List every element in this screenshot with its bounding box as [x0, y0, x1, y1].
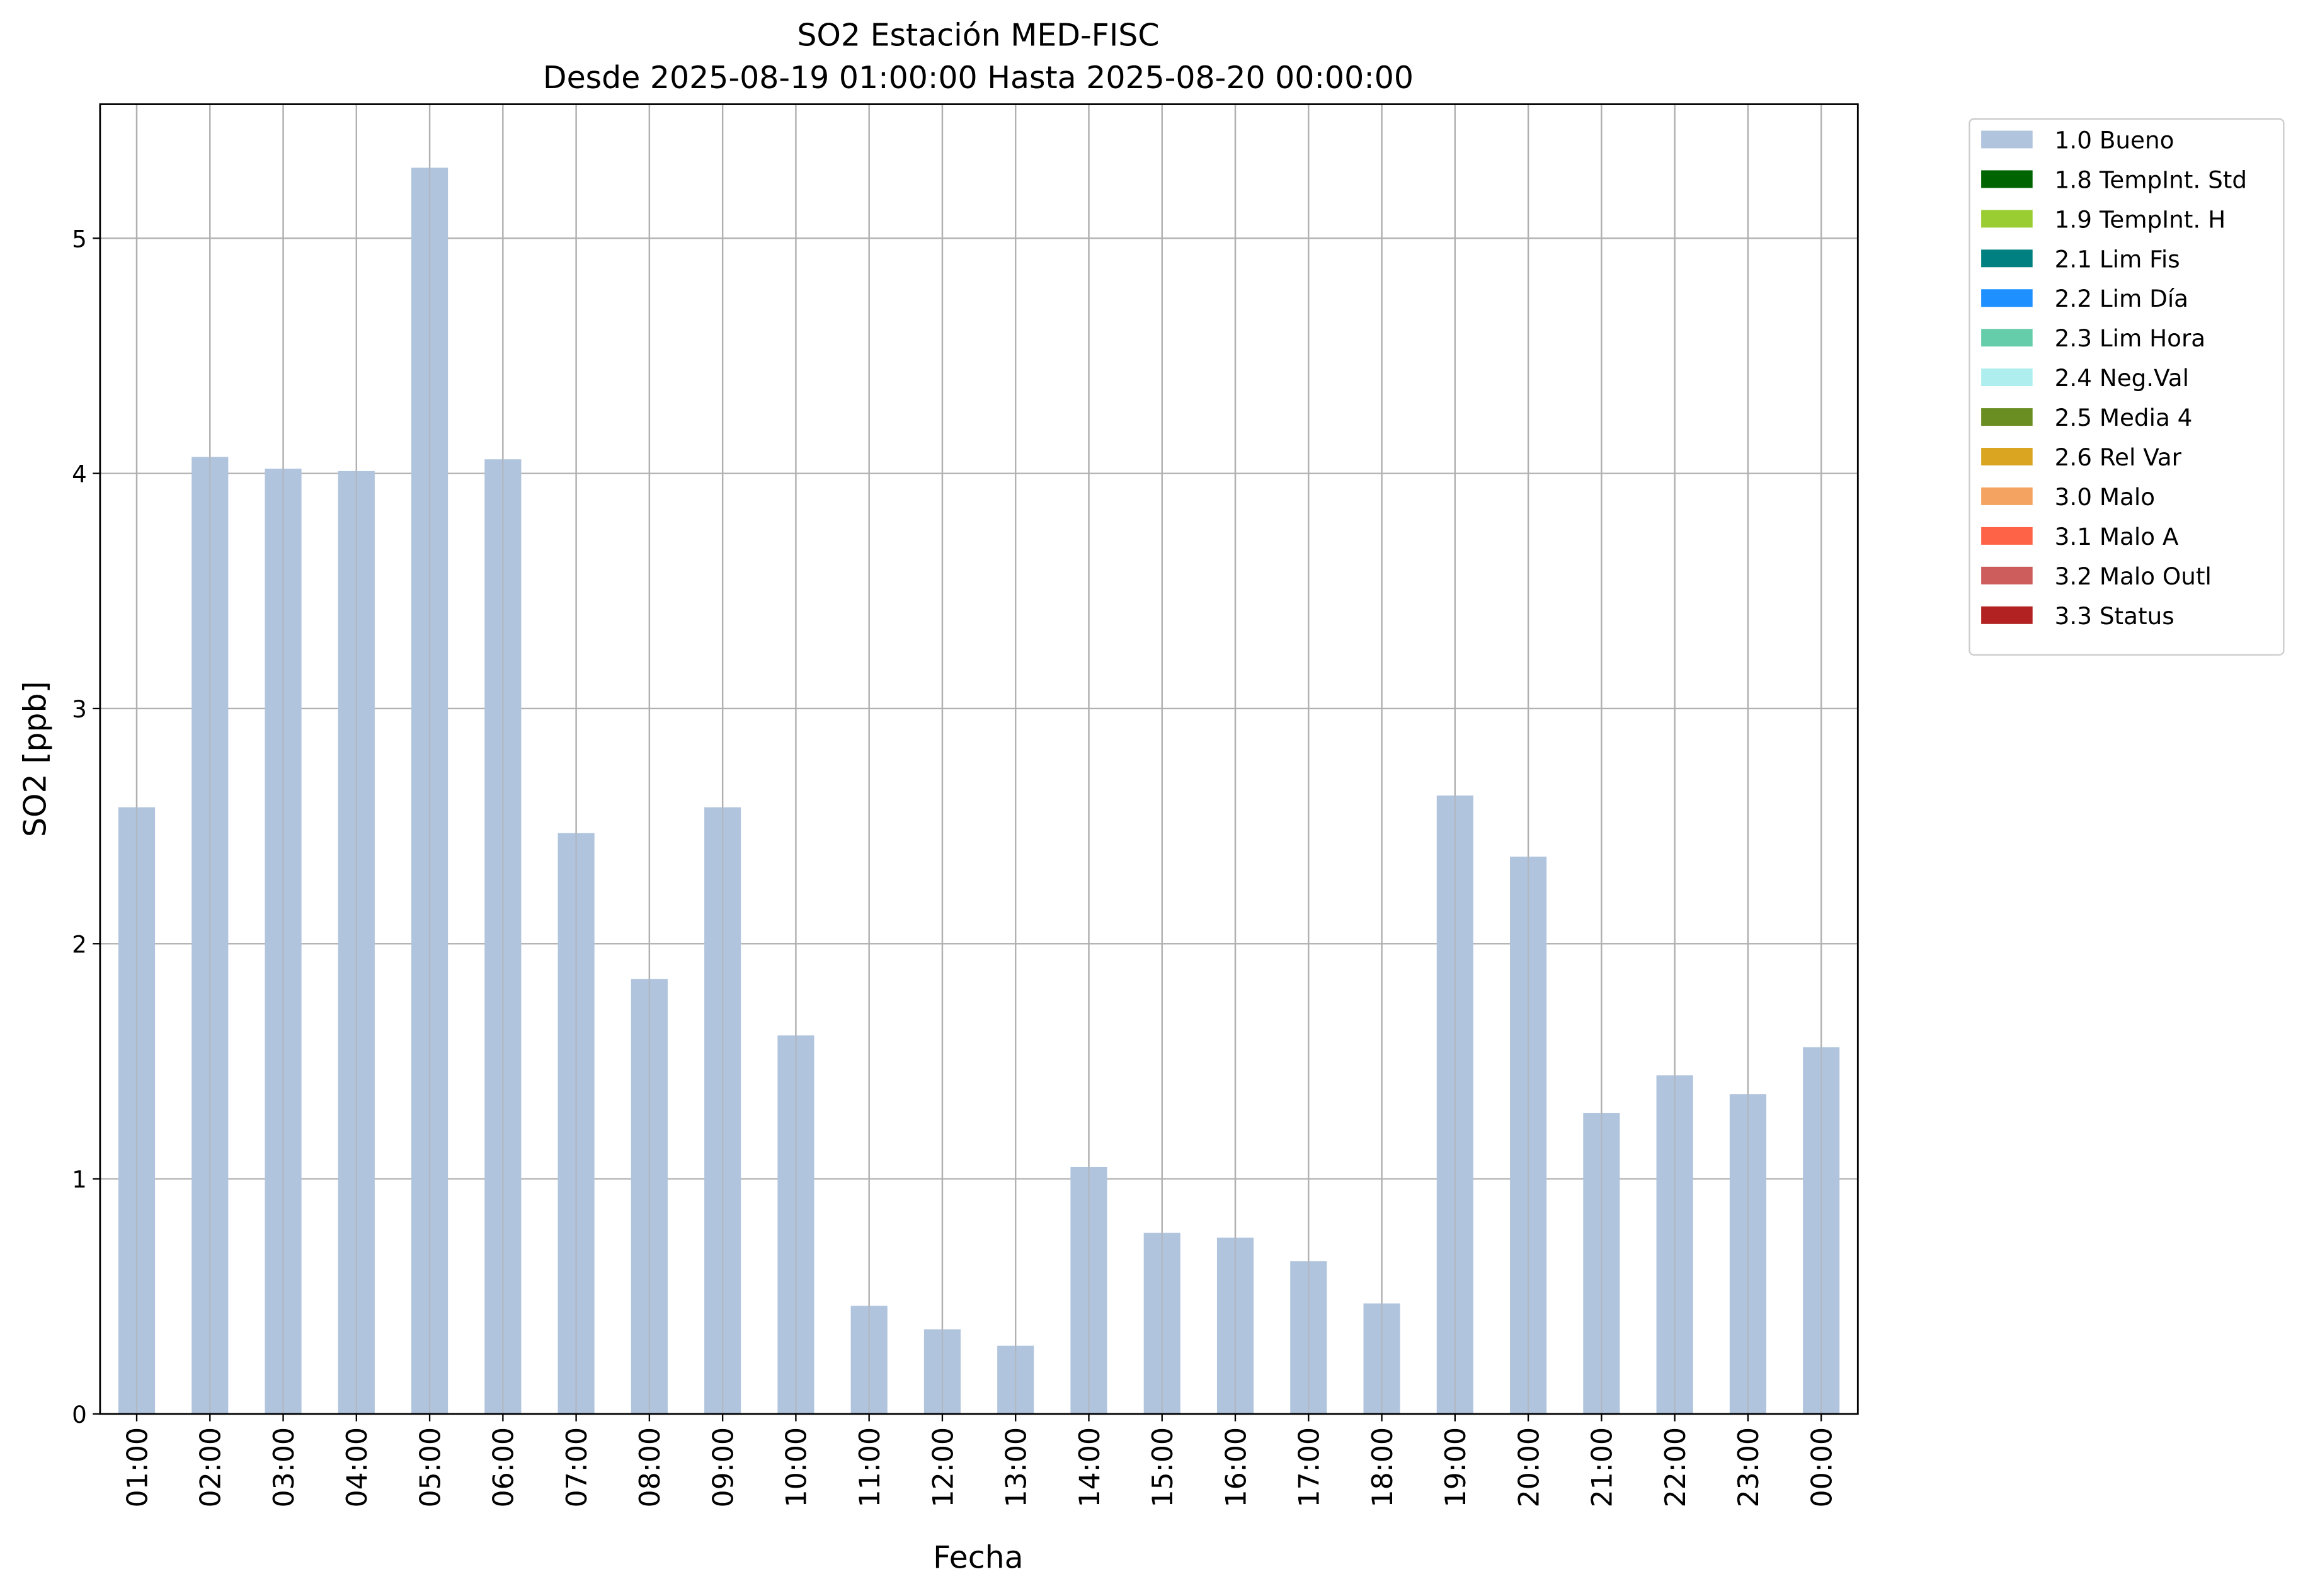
x-tick-label: 06:00 — [488, 1427, 520, 1508]
legend-swatch — [1981, 487, 2033, 505]
legend-label: 2.2 Lim Día — [2055, 285, 2188, 312]
x-tick-label: 15:00 — [1147, 1427, 1179, 1508]
legend-box — [1969, 118, 2285, 656]
legend-label: 3.2 Malo Outl — [2055, 562, 2212, 590]
x-tick-label: 22:00 — [1660, 1427, 1692, 1508]
x-tick-label: 13:00 — [1001, 1427, 1033, 1508]
legend-label: 3.0 Malo — [2055, 483, 2155, 511]
x-tick-label: 00:00 — [1806, 1427, 1838, 1508]
plot-frame — [99, 103, 1859, 1415]
legend-label: 1.8 TempInt. Std — [2055, 166, 2247, 193]
x-tick-label: 18:00 — [1367, 1427, 1399, 1508]
legend-label: 2.3 Lim Hora — [2055, 324, 2205, 352]
legend-swatch — [1981, 210, 2033, 228]
x-tick-label: 19:00 — [1440, 1427, 1472, 1508]
legend-label: 2.1 Lim Fis — [2055, 245, 2180, 273]
x-tick-label: 09:00 — [707, 1427, 740, 1508]
x-tick-label: 20:00 — [1513, 1427, 1545, 1508]
x-tick-label: 04:00 — [341, 1427, 374, 1508]
legend-label: 2.6 Rel Var — [2055, 443, 2182, 471]
x-tick-label: 21:00 — [1587, 1427, 1619, 1508]
x-tick-label: 14:00 — [1074, 1427, 1106, 1508]
x-tick-label: 08:00 — [634, 1427, 666, 1508]
legend-label: 1.0 Bueno — [2055, 126, 2174, 154]
legend-swatch — [1981, 130, 2033, 149]
x-tick-label: 16:00 — [1220, 1427, 1252, 1508]
x-tick-label: 03:00 — [268, 1427, 300, 1508]
x-axis-label: Fecha — [933, 1540, 1024, 1576]
legend-label: 2.5 Media 4 — [2055, 404, 2193, 431]
x-tick-label: 05:00 — [414, 1427, 447, 1508]
legend-swatch — [1981, 408, 2033, 426]
y-tick-label: 3 — [72, 695, 87, 723]
legend-label: 1.9 TempInt. H — [2055, 205, 2226, 233]
legend-swatch — [1981, 368, 2033, 387]
y-tick-label: 5 — [72, 225, 87, 253]
legend-label: 3.3 Status — [2055, 602, 2174, 630]
x-tick-label: 02:00 — [195, 1427, 227, 1508]
x-tick-label: 11:00 — [854, 1427, 886, 1508]
legend-swatch — [1981, 170, 2033, 188]
y-axis-label: SO2 [ppb] — [18, 681, 54, 837]
x-tick-label: 12:00 — [927, 1427, 959, 1508]
legend-swatch — [1981, 566, 2033, 584]
y-tick-label: 0 — [72, 1401, 87, 1428]
y-tick-label: 1 — [72, 1166, 87, 1194]
x-tick-label: 07:00 — [561, 1427, 593, 1508]
x-tick-label: 23:00 — [1733, 1427, 1765, 1508]
legend-label: 3.1 Malo A — [2055, 523, 2179, 550]
legend-swatch — [1981, 289, 2033, 307]
legend-swatch — [1981, 527, 2033, 545]
x-tick-label: 10:00 — [781, 1427, 813, 1508]
y-tick-label: 2 — [72, 930, 87, 958]
x-tick-label: 01:00 — [122, 1427, 154, 1508]
legend-swatch — [1981, 606, 2033, 624]
x-tick-label: 17:00 — [1294, 1427, 1326, 1508]
legend-swatch — [1981, 448, 2033, 465]
chart-subtitle: Desde 2025-08-19 01:00:00 Hasta 2025-08-… — [543, 60, 1414, 96]
chart-title: SO2 Estación MED-FISC — [797, 17, 1159, 53]
y-tick-label: 4 — [72, 460, 87, 488]
legend-label: 2.4 Neg.Val — [2055, 364, 2189, 392]
legend-swatch — [1981, 249, 2033, 268]
legend-swatch — [1981, 329, 2033, 347]
